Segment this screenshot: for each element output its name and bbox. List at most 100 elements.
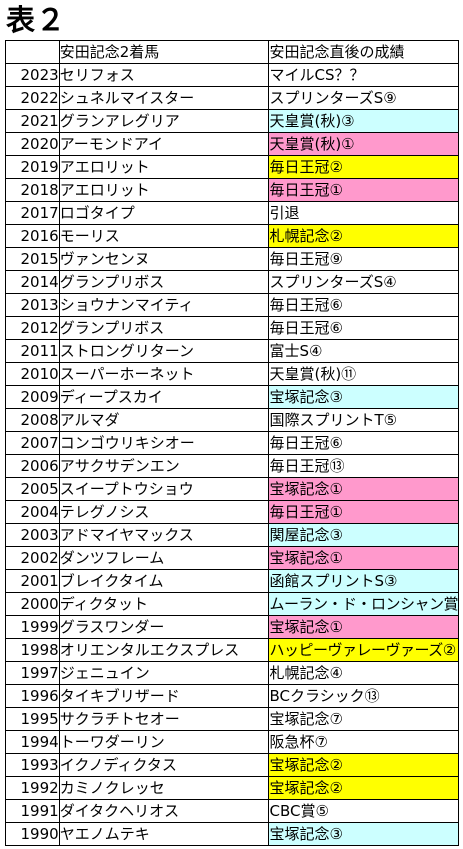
year-cell: 2005 [5, 477, 60, 501]
result-cell: 阪急杯⑦ [268, 730, 459, 754]
result-cell: 毎日王冠⑥ [268, 316, 459, 340]
table-row: 2005 スイープトウショウ 宝塚記念① [5, 477, 459, 501]
horse-cell: ディープスカイ [58, 385, 270, 409]
result-cell: 天皇賞(秋)⑪ [268, 362, 459, 386]
year-cell: 2000 [5, 592, 60, 616]
table-row: 2001 ブレイクタイム 函館スプリントS③ [5, 569, 459, 593]
horse-cell: テレグノシス [58, 500, 270, 524]
year-cell: 1996 [5, 684, 60, 708]
result-cell: 宝塚記念② [268, 776, 459, 800]
result-cell: 毎日王冠⑬ [268, 454, 459, 478]
horse-cell: アサクサデンエン [58, 454, 270, 478]
horse-cell: ヴァンセンヌ [58, 247, 270, 271]
result-cell: スプリンターズS④ [268, 270, 459, 294]
result-cell: 毎日王冠② [268, 155, 459, 179]
horse-cell: シュネルマイスター [58, 86, 270, 110]
result-cell: 札幌記念② [268, 224, 459, 248]
year-cell: 2020 [5, 132, 60, 156]
horse-cell: ジェニュイン [58, 661, 270, 685]
table-row: 1994 トーワダーリン 阪急杯⑦ [5, 730, 459, 754]
year-cell: 2012 [5, 316, 60, 340]
year-cell: 2022 [5, 86, 60, 110]
result-cell: 毎日王冠① [268, 178, 459, 202]
result-cell: 毎日王冠① [268, 500, 459, 524]
year-cell: 2015 [5, 247, 60, 271]
header-horse: 安田記念2着馬 [58, 40, 270, 64]
table-row: 2006 アサクサデンエン 毎日王冠⑬ [5, 454, 459, 478]
horse-cell: グランプリボス [58, 316, 270, 340]
result-cell: ムーラン・ド・ロンシャン賞③ [268, 592, 459, 616]
horse-cell: ディクタット [58, 592, 270, 616]
year-cell: 2019 [5, 155, 60, 179]
table-row: 2008 アルマダ 国際スプリントT⑤ [5, 408, 459, 432]
year-cell: 1991 [5, 799, 60, 823]
horse-cell: ブレイクタイム [58, 569, 270, 593]
result-cell: 宝塚記念① [268, 477, 459, 501]
table-row: 2000 ディクタット ムーラン・ド・ロンシャン賞③ [5, 592, 459, 616]
result-cell: 毎日王冠⑥ [268, 431, 459, 455]
result-cell: CBC賞⑤ [268, 799, 459, 823]
table-row: 1993 イクノディクタス 宝塚記念② [5, 753, 459, 777]
result-cell: BCクラシック⑬ [268, 684, 459, 708]
horse-cell: カミノクレッセ [58, 776, 270, 800]
horse-cell: アルマダ [58, 408, 270, 432]
year-cell: 2013 [5, 293, 60, 317]
result-cell: マイルCS？？ [268, 63, 459, 87]
results-table: 安田記念2着馬 安田記念直後の成績 2023 セリフォス マイルCS？？ 2022 シュ… [5, 40, 459, 846]
horse-cell: ストロングリターン [58, 339, 270, 363]
year-cell: 2010 [5, 362, 60, 386]
year-cell: 1997 [5, 661, 60, 685]
year-cell: 2007 [5, 431, 60, 455]
result-cell: 宝塚記念① [268, 615, 459, 639]
table-row: 2010 スーパーホーネット 天皇賞(秋)⑪ [5, 362, 459, 386]
year-cell: 1995 [5, 707, 60, 731]
horse-cell: アエロリット [58, 155, 270, 179]
table-row: 2023 セリフォス マイルCS？？ [5, 63, 459, 87]
year-cell: 2021 [5, 109, 60, 133]
table-row: 2003 アドマイヤマックス 関屋記念③ [5, 523, 459, 547]
table-row: 2011 ストロングリターン 富士S④ [5, 339, 459, 363]
result-cell: 引退 [268, 201, 459, 225]
year-cell: 1994 [5, 730, 60, 754]
table-row: 2004 テレグノシス 毎日王冠① [5, 500, 459, 524]
header-year [5, 40, 60, 64]
horse-cell: イクノディクタス [58, 753, 270, 777]
year-cell: 2004 [5, 500, 60, 524]
year-cell: 2014 [5, 270, 60, 294]
result-cell: 宝塚記念⑦ [268, 707, 459, 731]
year-cell: 2003 [5, 523, 60, 547]
result-cell: 函館スプリントS③ [268, 569, 459, 593]
table-row: 1998 オリエンタルエクスプレス ハッピーヴァレーヴァーズ② [5, 638, 459, 662]
table-row: 1990 ヤエノムテキ 宝塚記念③ [5, 822, 459, 846]
table-body: 2023 セリフォス マイルCS？？ 2022 シュネルマイスター スプリンターズS⑨ 20… [5, 63, 459, 846]
year-cell: 2002 [5, 546, 60, 570]
result-cell: 富士S④ [268, 339, 459, 363]
horse-cell: サクラチトセオー [58, 707, 270, 731]
result-cell: ハッピーヴァレーヴァーズ② [268, 638, 459, 662]
year-cell: 2009 [5, 385, 60, 409]
year-cell: 1992 [5, 776, 60, 800]
result-cell: 毎日王冠⑨ [268, 247, 459, 271]
table-row: 2021 グランアレグリア 天皇賞(秋)③ [5, 109, 459, 133]
table-row: 1996 タイキブリザード BCクラシック⑬ [5, 684, 459, 708]
page-title: 表２ [6, 3, 67, 37]
year-cell: 1990 [5, 822, 60, 846]
horse-cell: モーリス [58, 224, 270, 248]
horse-cell: グランアレグリア [58, 109, 270, 133]
year-cell: 1999 [5, 615, 60, 639]
horse-cell: スーパーホーネット [58, 362, 270, 386]
year-cell: 2001 [5, 569, 60, 593]
year-cell: 2023 [5, 63, 60, 87]
result-cell: 関屋記念③ [268, 523, 459, 547]
horse-cell: アドマイヤマックス [58, 523, 270, 547]
horse-cell: タイキブリザード [58, 684, 270, 708]
result-cell: 宝塚記念① [268, 546, 459, 570]
horse-cell: ダイタクヘリオス [58, 799, 270, 823]
table-row: 1995 サクラチトセオー 宝塚記念⑦ [5, 707, 459, 731]
year-cell: 2011 [5, 339, 60, 363]
horse-cell: ショウナンマイティ [58, 293, 270, 317]
table-row: 1991 ダイタクヘリオス CBC賞⑤ [5, 799, 459, 823]
header-result: 安田記念直後の成績 [268, 40, 459, 64]
year-cell: 2006 [5, 454, 60, 478]
year-cell: 2016 [5, 224, 60, 248]
